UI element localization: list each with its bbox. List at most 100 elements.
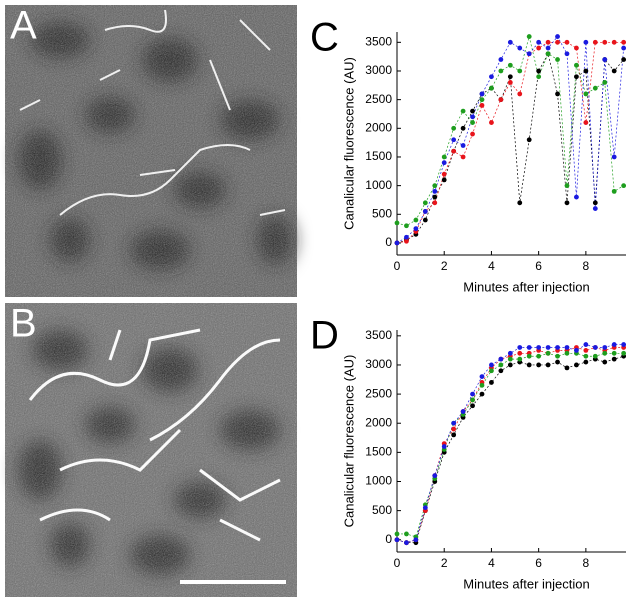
- y-tick-label: 1500: [365, 149, 392, 163]
- data-point: [489, 85, 494, 91]
- data-point: [470, 403, 475, 409]
- data-point: [507, 74, 513, 80]
- y-tick-label: 0: [385, 532, 392, 546]
- x-tick-label: 8: [583, 259, 590, 273]
- data-point: [592, 39, 598, 45]
- data-point: [507, 362, 513, 368]
- data-point: [536, 68, 542, 74]
- data-point: [441, 171, 447, 177]
- data-point: [592, 206, 598, 211]
- series-line: [396, 355, 624, 544]
- y-tick-label: 1000: [365, 178, 392, 192]
- data-point: [479, 97, 485, 103]
- data-point: [498, 362, 504, 368]
- data-point: [621, 350, 626, 356]
- x-tick-label: 2: [441, 259, 448, 273]
- data-point: [602, 345, 608, 350]
- series-line: [396, 347, 624, 544]
- data-point: [611, 154, 617, 160]
- data-point: [621, 45, 626, 51]
- series-line: [396, 344, 624, 544]
- data-point: [592, 353, 598, 359]
- data-point: [545, 350, 551, 356]
- panel-label: C: [310, 16, 339, 60]
- data-point: [611, 350, 617, 356]
- data-point: [507, 356, 513, 362]
- data-point: [574, 62, 579, 68]
- data-point: [564, 183, 570, 189]
- data-point: [451, 426, 457, 432]
- data-point: [507, 39, 513, 45]
- data-point: [555, 34, 560, 39]
- data-point: [394, 537, 400, 543]
- data-point: [611, 68, 617, 74]
- x-tick-label: 0: [394, 259, 401, 273]
- data-point: [451, 148, 457, 154]
- data-point: [413, 217, 419, 223]
- data-point: [479, 102, 485, 108]
- data-point: [602, 359, 608, 365]
- data-point: [555, 91, 560, 97]
- data-point: [507, 350, 513, 356]
- data-point: [460, 143, 466, 148]
- data-point: [536, 345, 542, 350]
- panel-label: D: [310, 314, 339, 358]
- data-point: [583, 91, 589, 97]
- data-point: [574, 74, 579, 80]
- data-point: [517, 91, 523, 97]
- data-point: [507, 62, 513, 68]
- data-point: [413, 537, 419, 543]
- data-point: [621, 183, 626, 189]
- data-point: [574, 347, 579, 353]
- data-point: [611, 39, 617, 45]
- data-point: [422, 200, 428, 206]
- data-point: [574, 45, 579, 51]
- data-point: [555, 353, 560, 359]
- y-tick-label: 3000: [365, 63, 392, 77]
- data-point: [592, 200, 598, 206]
- data-point: [470, 114, 475, 120]
- data-point: [583, 342, 589, 347]
- data-point: [507, 80, 513, 85]
- data-point: [470, 131, 475, 137]
- data-point: [564, 350, 570, 356]
- data-point: [451, 125, 457, 131]
- data-point: [621, 342, 626, 347]
- data-point: [460, 108, 466, 114]
- data-point: [432, 200, 438, 206]
- y-tick-label: 1000: [365, 474, 392, 488]
- data-point: [526, 51, 532, 57]
- data-point: [621, 57, 626, 62]
- y-tick-label: 2000: [365, 415, 392, 429]
- y-tick-label: 3500: [365, 328, 392, 342]
- data-point: [564, 345, 570, 350]
- y-tick-label: 2500: [365, 92, 392, 106]
- data-point: [460, 409, 466, 414]
- data-point: [498, 368, 504, 374]
- y-tick-label: 500: [372, 503, 392, 517]
- data-point: [470, 391, 475, 397]
- data-point: [555, 57, 560, 62]
- x-tick-label: 6: [535, 556, 542, 570]
- data-point: [583, 39, 589, 45]
- data-point: [517, 350, 523, 356]
- data-point: [451, 420, 457, 426]
- data-point: [517, 200, 523, 206]
- data-point: [404, 238, 409, 244]
- data-point: [441, 160, 447, 166]
- data-point: [564, 200, 570, 206]
- y-tick-label: 500: [372, 206, 392, 220]
- data-point: [479, 91, 485, 97]
- data-point: [583, 353, 589, 359]
- x-tick-label: 6: [535, 259, 542, 273]
- data-point: [479, 391, 485, 397]
- data-point: [536, 353, 542, 359]
- data-point: [460, 125, 466, 131]
- data-point: [602, 39, 608, 45]
- data-point: [536, 74, 542, 80]
- data-point: [555, 359, 560, 365]
- data-point: [536, 39, 542, 45]
- series-line: [397, 352, 624, 538]
